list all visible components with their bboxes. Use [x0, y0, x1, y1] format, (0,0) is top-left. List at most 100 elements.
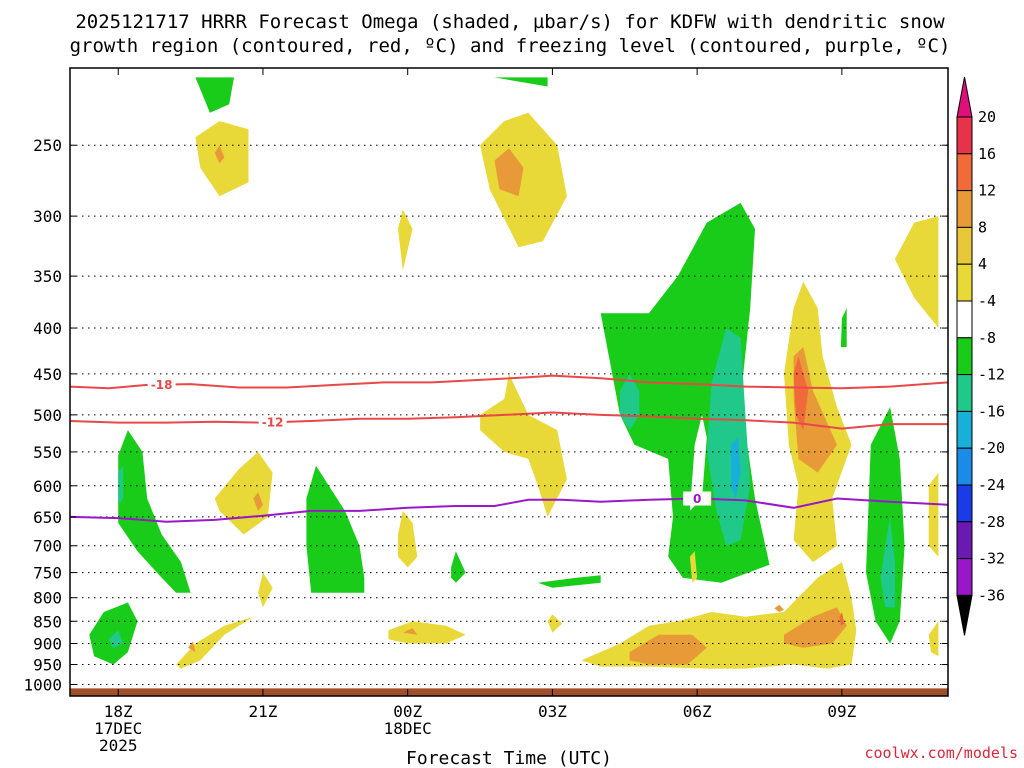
- x-tick-label-5-0: 09Z: [827, 702, 856, 721]
- y-tick-label-650: 650: [33, 508, 62, 527]
- colorbar-label-12: -32: [978, 550, 1005, 568]
- colorbar-box-8: [956, 410, 973, 449]
- terrain-layer: [70, 688, 948, 696]
- colorbar-bottom-arrow: [956, 594, 973, 636]
- omega-region-up-1: [195, 77, 234, 113]
- terrain-surface: [70, 688, 948, 696]
- y-tick-label-700: 700: [33, 537, 62, 556]
- colorbar-box-1: [956, 153, 973, 192]
- contour-label-bg-freezing-level: [683, 491, 712, 506]
- y-tick-label-850: 850: [33, 612, 62, 631]
- y-tick-label-400: 400: [33, 319, 62, 338]
- omega-region-down-12: [258, 572, 273, 608]
- omega-region-down-15: [689, 551, 698, 583]
- contour-layer: -18 -12 0: [70, 374, 948, 523]
- omega-region-up-6: [730, 437, 741, 499]
- omega-region-up-8: [118, 430, 191, 593]
- x-tick-label-2-0: 00Z: [393, 702, 422, 721]
- omega-region-down-18: [188, 641, 196, 653]
- omega-shading-layer: [89, 77, 939, 669]
- omega-region-down-21: [547, 614, 563, 633]
- omega-region-up-14: [880, 516, 895, 608]
- omega-region-down-23: [629, 634, 707, 665]
- contour-label-bg-dgz-minus18: [147, 377, 176, 392]
- x-tick-label-2-1: 18DEC: [384, 719, 432, 738]
- omega-region-down-3: [480, 112, 567, 248]
- omega-region-down-24: [784, 607, 847, 648]
- x-tick-label-0-0: 18Z: [104, 702, 133, 721]
- colorbar-label-10: -24: [978, 476, 1005, 494]
- y-tick-label-800: 800: [33, 589, 62, 608]
- chart-title-line-1: 2025121717 HRRR Forecast Omega (shaded, …: [75, 11, 945, 33]
- x-tick-label-1-0: 21Z: [249, 702, 278, 721]
- colorbar-box-0: [956, 116, 973, 155]
- contour-dgz-minus18: [70, 374, 948, 390]
- omega-region-down-20: [402, 628, 418, 635]
- colorbar-box-5: [956, 300, 973, 339]
- x-tick-label-4-0: 06Z: [683, 702, 712, 721]
- credit-text: coolwx.com/models: [864, 744, 1018, 762]
- colorbar-label-5: -4: [978, 292, 996, 310]
- colorbar: 20 16 12 8 4 -4 -8 -12 -16 -20 -24 -28 -32 -36: [956, 76, 1005, 636]
- omega-region-up-5: [706, 328, 751, 546]
- omega-region-down-16: [928, 472, 939, 557]
- colorbar-label-1: 16: [978, 145, 996, 163]
- x-tick-label-0-2: 2025: [99, 736, 138, 755]
- y-axis: 250 300 350 400 450 500 550 600 650 700 750 800 850 9…: [23, 136, 948, 695]
- omega-region-down-14: [480, 373, 567, 517]
- x-tick-label-3-0: 03Z: [538, 702, 567, 721]
- x-tick-label-0-1: 17DEC: [94, 719, 142, 738]
- y-tick-label-350: 350: [33, 267, 62, 286]
- y-tick-label-450: 450: [33, 365, 62, 384]
- colorbar-label-8: -16: [978, 402, 1005, 420]
- colorbar-label-2: 12: [978, 182, 996, 200]
- colorbar-box-7: [956, 374, 973, 412]
- omega-region-up-2: [494, 77, 548, 87]
- omega-region-up-7: [840, 308, 847, 347]
- omega-region-down-2: [214, 145, 225, 164]
- gridlines: [70, 144, 948, 686]
- omega-region-down-9: [894, 216, 939, 328]
- omega-region-down-19: [388, 621, 466, 644]
- omega-region-up-12: [537, 575, 601, 588]
- omega-region-down-17: [176, 616, 254, 669]
- colorbar-label-11: -28: [978, 513, 1005, 531]
- contour-label-freezing-level: 0: [693, 492, 701, 506]
- y-tick-label-500: 500: [33, 406, 62, 425]
- colorbar-box-2: [956, 190, 973, 228]
- omega-region-up-9: [118, 465, 124, 505]
- colorbar-label-9: -20: [978, 439, 1005, 457]
- y-tick-label-950: 950: [33, 656, 62, 675]
- colorbar-box-3: [956, 226, 973, 265]
- y-tick-label-250: 250: [33, 136, 62, 155]
- colorbar-label-7: -12: [978, 366, 1005, 384]
- omega-region-down-26: [774, 604, 784, 612]
- chart-title-line-2: growth region (contoured, red, ºC) and f…: [70, 35, 951, 57]
- y-tick-label-300: 300: [33, 207, 62, 226]
- colorbar-box-4: [956, 263, 973, 302]
- contour-label-dgz-minus12: -12: [262, 416, 284, 430]
- contour-label-dgz-minus18: -18: [151, 378, 173, 392]
- omega-region-down-25: [839, 612, 845, 626]
- omega-region-down-13: [398, 510, 418, 568]
- colorbar-top-arrow: [956, 76, 973, 118]
- colorbar-label-4: 4: [978, 255, 987, 273]
- colorbar-label-13: -36: [978, 586, 1005, 604]
- colorbar-box-11: [956, 521, 973, 560]
- colorbar-box-9: [956, 447, 973, 486]
- omega-region-up-13: [866, 407, 905, 644]
- omega-region-up-15: [89, 602, 138, 665]
- x-axis-label: Forecast Time (UTC): [406, 748, 612, 768]
- y-tick-label-550: 550: [33, 443, 62, 462]
- plot-frame: [69, 67, 949, 697]
- colorbar-box-10: [956, 484, 973, 523]
- contour-dgz-minus12: [70, 411, 948, 430]
- omega-region-up-10: [306, 465, 365, 593]
- colorbar-label-0: 20: [978, 108, 996, 126]
- y-tick-label-600: 600: [33, 477, 62, 496]
- contour-freezing-level: [70, 497, 948, 523]
- colorbar-label-6: -8: [978, 329, 996, 347]
- omega-region-down-5: [398, 209, 413, 271]
